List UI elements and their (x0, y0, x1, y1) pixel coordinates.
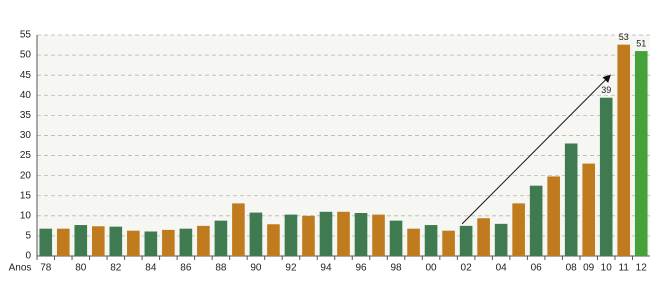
y-tick-label: 5 (25, 231, 31, 242)
bar (302, 215, 315, 256)
y-tick-label: 0 (25, 251, 31, 262)
y-tick-label: 55 (20, 30, 32, 41)
x-tick-label: 90 (250, 263, 262, 274)
x-tick-label: 86 (180, 263, 192, 274)
bar (197, 225, 210, 256)
x-tick-label: 84 (145, 263, 157, 274)
bar (232, 203, 245, 256)
y-tick-label: 45 (20, 70, 32, 81)
bar (267, 224, 280, 256)
x-tick-label: 04 (496, 263, 508, 274)
trend-arrow (461, 74, 611, 225)
bar (179, 228, 193, 256)
bar (424, 225, 438, 256)
x-axis-label: Anos (9, 263, 32, 274)
x-tick-label: 78 (40, 263, 52, 274)
x-tick-label: 09 (583, 263, 595, 274)
bar (74, 225, 88, 256)
bar (459, 225, 473, 256)
bar (634, 51, 648, 257)
x-tick-label: 06 (531, 263, 543, 274)
x-tick-label: 94 (320, 263, 332, 274)
x-tick-label: 00 (426, 263, 438, 274)
x-tick-label: 82 (110, 263, 122, 274)
bar (109, 226, 123, 256)
bar (407, 228, 420, 256)
value-label: 51 (636, 38, 646, 48)
bar (512, 203, 525, 256)
bar (56, 228, 70, 256)
bar (284, 214, 298, 256)
bar (599, 97, 613, 256)
bar (249, 212, 263, 256)
bar (477, 218, 490, 256)
bar (564, 143, 578, 256)
bar (442, 230, 455, 256)
bar (214, 220, 228, 256)
value-label: 53 (619, 32, 629, 42)
bar (127, 230, 140, 256)
y-tick-label: 10 (20, 210, 32, 221)
x-tick-label: 08 (566, 263, 578, 274)
x-tick-label: 92 (285, 263, 297, 274)
x-tick-label: 80 (75, 263, 87, 274)
bar (372, 214, 385, 256)
x-tick-label: 02 (461, 263, 473, 274)
y-tick-label: 30 (20, 130, 32, 141)
bar (494, 223, 508, 256)
y-tick-label: 40 (20, 90, 32, 101)
x-tick-label: 88 (215, 263, 227, 274)
bar (529, 185, 543, 256)
x-tick-label: 11 (619, 263, 630, 274)
bar (144, 231, 158, 256)
bar (582, 163, 596, 256)
bar (39, 228, 53, 256)
bar (162, 229, 175, 256)
y-tick-label: 20 (20, 170, 32, 181)
bar (91, 226, 105, 256)
bar (354, 213, 368, 256)
x-tick-label: 96 (355, 263, 367, 274)
x-tick-label: 98 (390, 263, 402, 274)
bar (617, 44, 631, 257)
bar (319, 211, 333, 256)
value-label: 39 (601, 85, 611, 95)
y-tick-label: 50 (20, 50, 32, 61)
y-tick-label: 15 (20, 190, 32, 201)
bar (337, 211, 350, 256)
y-tick-label: 35 (20, 110, 32, 121)
x-tick-label: 12 (636, 263, 648, 274)
x-tick-label: 10 (601, 263, 613, 274)
bar (389, 220, 403, 256)
y-tick-label: 25 (20, 150, 32, 161)
bar (547, 176, 560, 256)
